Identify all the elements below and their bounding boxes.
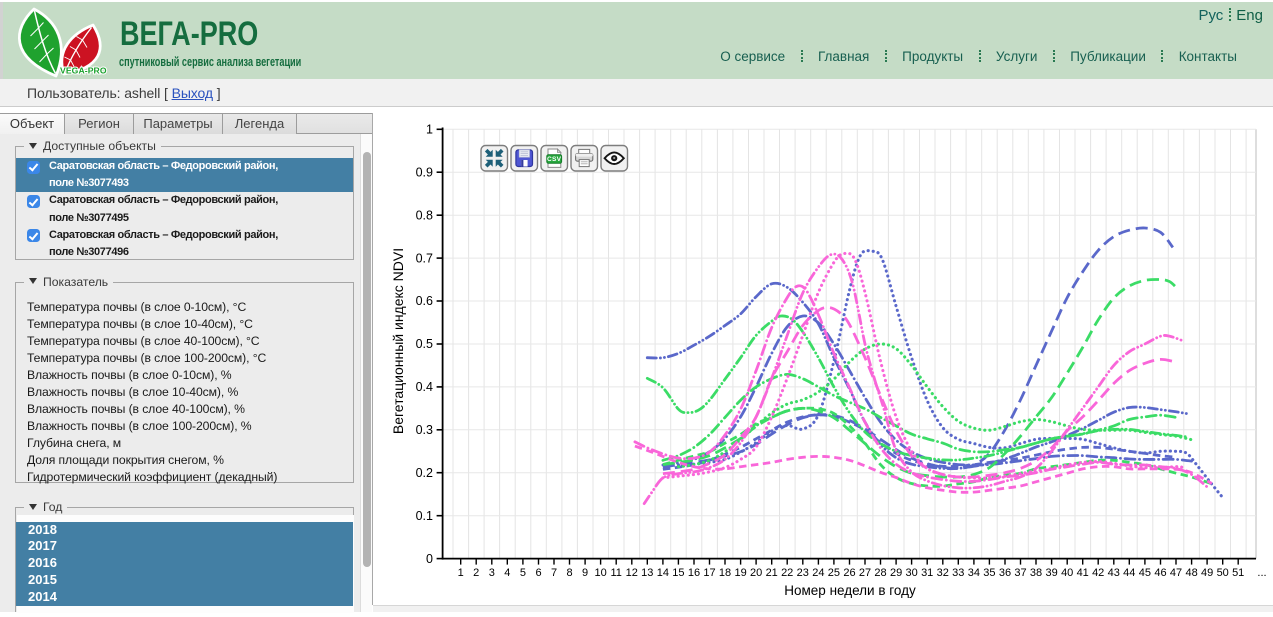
svg-text:VEGA-PRO: VEGA-PRO: [60, 66, 107, 76]
svg-text:0.2: 0.2: [416, 466, 433, 480]
svg-text:2: 2: [473, 567, 479, 579]
svg-text:11: 11: [610, 567, 621, 579]
svg-text:46: 46: [1154, 567, 1166, 579]
svg-text:23: 23: [797, 567, 809, 579]
svg-text:25: 25: [828, 567, 840, 579]
svg-text:0.9: 0.9: [416, 165, 433, 179]
svg-text:7: 7: [551, 567, 557, 579]
svg-text:47: 47: [1170, 567, 1182, 579]
svg-text:5: 5: [520, 567, 526, 579]
svg-text:0.8: 0.8: [416, 208, 433, 222]
svg-text:27: 27: [859, 567, 871, 579]
svg-text:32: 32: [937, 567, 949, 579]
svg-text:15: 15: [672, 567, 684, 579]
svg-text:35: 35: [983, 567, 995, 579]
svg-text:41: 41: [1077, 567, 1089, 579]
svg-text:0.6: 0.6: [416, 294, 433, 308]
svg-text:38: 38: [1030, 567, 1042, 579]
svg-text:1: 1: [426, 123, 433, 137]
svg-text:36: 36: [999, 567, 1011, 579]
svg-text:0.3: 0.3: [416, 423, 433, 437]
svg-text:20: 20: [750, 567, 762, 579]
svg-text:0.4: 0.4: [416, 380, 433, 394]
svg-text:10: 10: [594, 567, 606, 579]
svg-text:Номер недели в году: Номер недели в году: [784, 583, 916, 598]
svg-text:37: 37: [1014, 567, 1026, 579]
svg-text:49: 49: [1201, 567, 1213, 579]
svg-text:26: 26: [843, 567, 855, 579]
svg-text:50: 50: [1217, 567, 1229, 579]
svg-text:44: 44: [1123, 567, 1135, 579]
svg-text:3: 3: [489, 567, 495, 579]
svg-text:33: 33: [952, 567, 964, 579]
svg-text:12: 12: [626, 567, 638, 579]
svg-text:45: 45: [1139, 567, 1151, 579]
svg-text:42: 42: [1092, 567, 1104, 579]
svg-text:34: 34: [968, 567, 980, 579]
svg-text:9: 9: [582, 567, 588, 579]
svg-text:24: 24: [812, 567, 824, 579]
svg-text:40: 40: [1061, 567, 1073, 579]
svg-text:6: 6: [535, 567, 541, 579]
svg-text:48: 48: [1185, 567, 1197, 579]
svg-text:22: 22: [781, 567, 793, 579]
svg-text:43: 43: [1108, 567, 1120, 579]
svg-text:39: 39: [1045, 567, 1057, 579]
svg-text:14: 14: [657, 567, 669, 579]
svg-text:19: 19: [734, 567, 746, 579]
svg-text:21: 21: [766, 567, 778, 579]
svg-text:18: 18: [719, 567, 731, 579]
svg-text:30: 30: [905, 567, 917, 579]
svg-text:0.7: 0.7: [416, 251, 433, 265]
svg-text:8: 8: [566, 567, 572, 579]
svg-text:17: 17: [703, 567, 715, 579]
svg-text:29: 29: [890, 567, 902, 579]
svg-text:...: ...: [1257, 567, 1266, 579]
svg-text:0.1: 0.1: [416, 509, 433, 523]
svg-text:1: 1: [458, 567, 464, 579]
svg-text:Вегетационный индекс NDVI: Вегетационный индекс NDVI: [390, 248, 406, 434]
svg-text:0.5: 0.5: [416, 337, 433, 351]
svg-text:51: 51: [1232, 567, 1244, 579]
svg-text:28: 28: [874, 567, 886, 579]
svg-text:16: 16: [688, 567, 700, 579]
svg-text:0: 0: [426, 552, 433, 566]
svg-text:4: 4: [504, 567, 510, 579]
svg-text:31: 31: [921, 567, 933, 579]
svg-text:13: 13: [641, 567, 653, 579]
svg-text:CSV: CSV: [547, 156, 562, 163]
